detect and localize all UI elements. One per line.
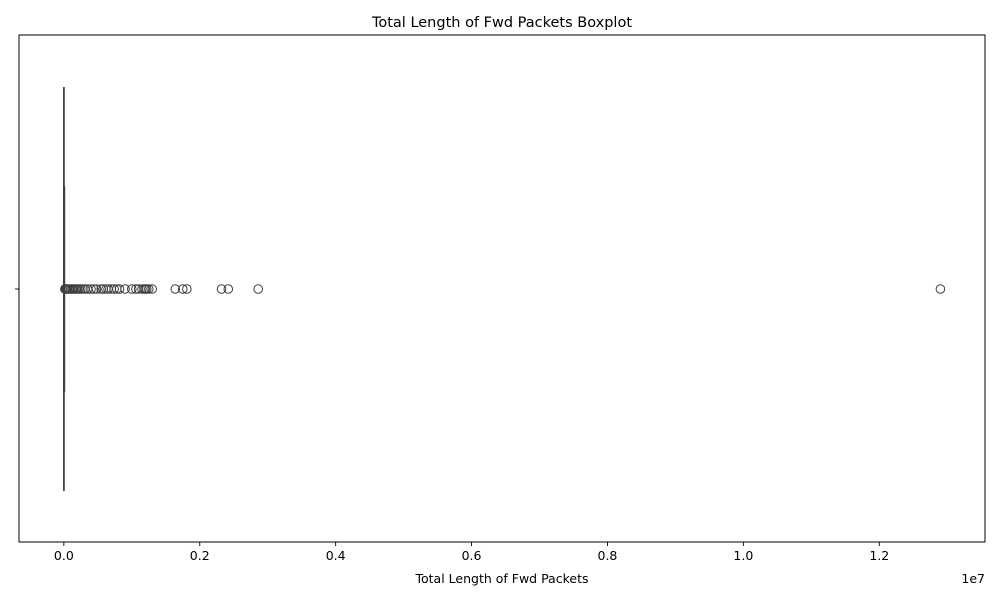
outlier-point (109, 284, 119, 294)
plot-area (60, 87, 946, 491)
outlier-point (223, 284, 234, 294)
outlier-point (114, 284, 125, 294)
x-tick-label: 0.2 (190, 548, 210, 563)
x-tick-label: 0.8 (598, 548, 618, 563)
outlier-point (935, 284, 946, 294)
x-tick-label: 1.0 (733, 548, 753, 563)
x-axis-offset-label: 1e7 (961, 571, 985, 586)
outlier-point (88, 284, 99, 294)
x-tick-label: 1.2 (869, 548, 889, 563)
x-tick-label: 0.6 (462, 548, 482, 563)
outlier-point (216, 284, 227, 294)
outlier-point (86, 284, 96, 294)
outlier-point (147, 284, 157, 294)
outlier-point (91, 284, 102, 294)
chart-title: Total Length of Fwd Packets Boxplot (371, 15, 632, 31)
x-tick-label: 0.0 (54, 548, 74, 563)
x-tick-label: 0.4 (326, 548, 346, 563)
outlier-point (126, 284, 137, 294)
outlier-point (253, 284, 263, 294)
outlier-point (170, 284, 181, 294)
outlier-point (177, 284, 188, 294)
outlier-point (182, 284, 192, 294)
x-axis: 0.0 0.2 0.4 0.6 0.8 1.0 1.2 (54, 542, 889, 563)
x-axis-label: Total Length of Fwd Packets (414, 571, 588, 586)
outlier-point (120, 284, 130, 294)
outlier-point (143, 284, 154, 294)
axes-frame (18, 34, 986, 543)
